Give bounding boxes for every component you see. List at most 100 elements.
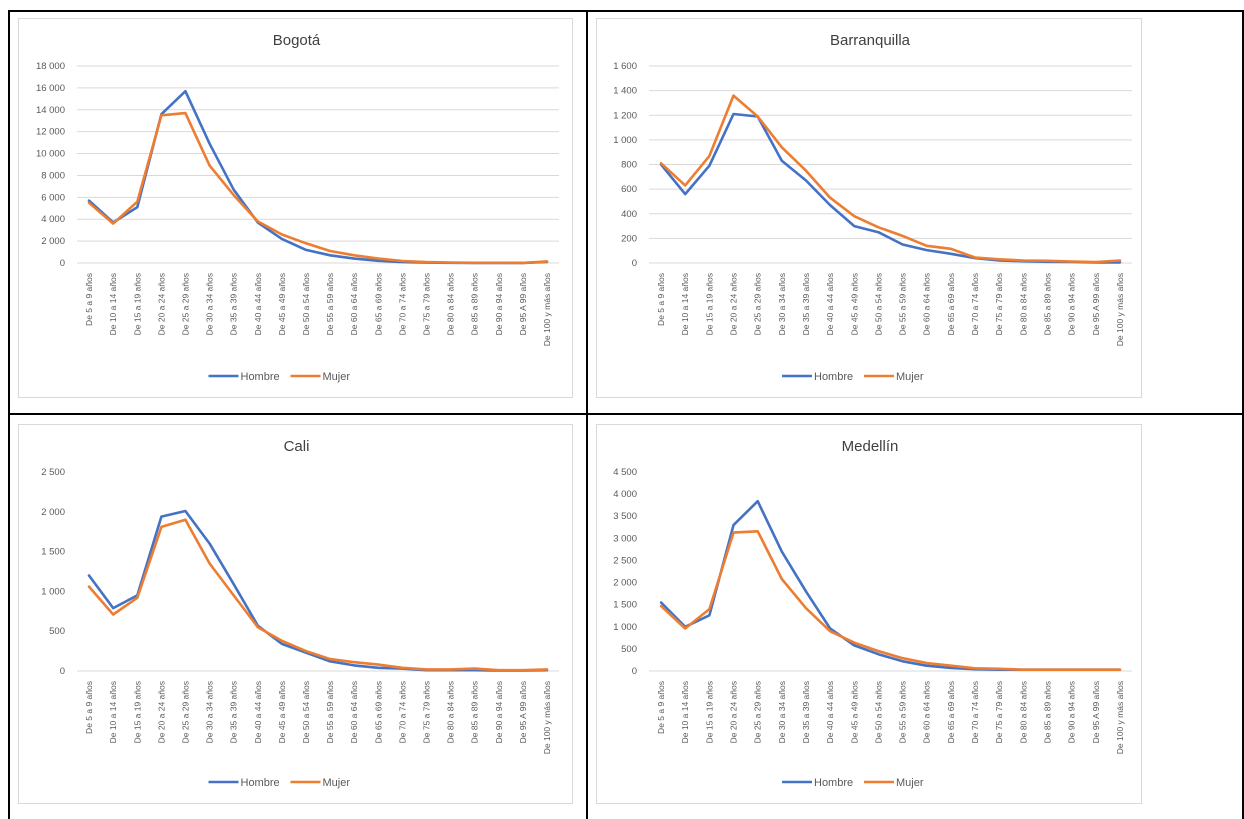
x-tick-label: De 40 a 44 años <box>825 681 835 743</box>
x-tick-label: De 10 a 14 años <box>680 681 690 743</box>
x-tick-label: De 45 a 49 años <box>849 681 859 743</box>
legend-label-hombre: Hombre <box>241 777 280 789</box>
y-tick-label: 500 <box>621 644 637 655</box>
x-tick-label: De 5 a 9 años <box>656 273 666 326</box>
x-tick-label: De 20 a 24 años <box>156 273 166 335</box>
x-tick-label: De 10 a 14 años <box>680 273 690 335</box>
x-tick-label: De 50 a 54 años <box>873 273 883 335</box>
x-tick-label: De 30 a 34 años <box>777 681 787 743</box>
x-tick-label: De 30 a 34 años <box>205 681 215 743</box>
y-tick-label: 2 500 <box>613 555 637 566</box>
y-tick-label: 3 500 <box>613 511 637 522</box>
x-tick-label: De 45 a 49 años <box>277 273 287 335</box>
series-line-hombre <box>87 89 549 265</box>
x-tick-label: De 60 a 64 años <box>349 273 359 335</box>
y-tick-label: 2 000 <box>613 578 637 589</box>
x-tick-label: De 30 a 34 años <box>205 273 215 335</box>
x-tick-label: De 70 a 74 años <box>970 273 980 335</box>
x-tick-label: De 35 a 39 años <box>229 681 239 743</box>
x-tick-label: De 95 A 99 años <box>518 273 528 335</box>
x-tick-label: De 25 a 29 años <box>180 273 190 335</box>
chart-panel-bogota: Bogotá 0 2 000 4 000 6 000 8 000 10 000 12 000 1… <box>18 18 573 398</box>
chart-svg-barranquilla: Barranquilla 0 200 400 600 800 1 000 1 200 1 400… <box>613 32 1132 383</box>
chart-svg-bogota: Bogotá 0 2 000 4 000 6 000 8 000 10 000 12 000 1… <box>36 32 559 383</box>
legend-label-hombre: Hombre <box>814 777 853 789</box>
x-tick-label: De 100 y más años <box>1115 681 1125 754</box>
legend-label-mujer: Mujer <box>323 777 351 789</box>
series-line-mujer <box>87 111 549 265</box>
chart-panel-barranquilla: Barranquilla 0 200 400 600 800 1 000 1 200 1 400… <box>596 18 1142 398</box>
table-border-left <box>8 10 10 819</box>
x-tick-label: De 50 a 54 años <box>873 681 883 743</box>
y-tick-label: 1 400 <box>613 86 637 97</box>
x-tick-label: De 75 a 79 años <box>421 273 431 335</box>
x-tick-label: De 85 a 89 años <box>1042 681 1052 743</box>
x-tick-label: De 65 a 69 años <box>946 273 956 335</box>
x-tick-label: De 100 y más años <box>542 681 552 754</box>
y-tick-label: 800 <box>621 160 637 171</box>
x-tick-label: De 65 a 69 años <box>373 273 383 335</box>
y-tick-label: 1 000 <box>613 622 637 633</box>
y-tick-label: 16 000 <box>36 83 65 94</box>
x-tick-label: De 5 a 9 años <box>656 681 666 734</box>
x-tick-label: De 10 a 14 años <box>108 681 118 743</box>
y-tick-label: 4 000 <box>613 489 637 500</box>
x-tick-label: De 55 a 59 años <box>325 681 335 743</box>
x-tick-label: De 60 a 64 años <box>922 681 932 743</box>
x-tick-label: De 65 a 69 años <box>373 681 383 743</box>
x-tick-label: De 90 a 94 años <box>1067 273 1077 335</box>
y-tick-label: 2 000 <box>41 236 65 247</box>
x-tick-label: De 70 a 74 años <box>397 273 407 335</box>
y-tick-label: 2 500 <box>41 467 65 478</box>
y-tick-label: 6 000 <box>41 192 65 203</box>
x-tick-label: De 50 a 54 años <box>301 681 311 743</box>
x-tick-label: De 10 a 14 años <box>108 273 118 335</box>
x-tick-label: De 75 a 79 años <box>994 273 1004 335</box>
series-line-mujer <box>659 94 1122 264</box>
y-tick-label: 12 000 <box>36 127 65 138</box>
series-line-mujer <box>87 518 549 672</box>
x-tick-label: De 80 a 84 años <box>1018 681 1028 743</box>
x-tick-label: De 70 a 74 años <box>970 681 980 743</box>
x-tick-label: De 40 a 44 años <box>253 681 263 743</box>
x-tick-label: De 40 a 44 años <box>825 273 835 335</box>
x-tick-label: De 25 a 29 años <box>753 273 763 335</box>
y-tick-label: 0 <box>60 258 65 269</box>
y-tick-label: 1 000 <box>41 586 65 597</box>
series-line-hombre <box>659 112 1122 264</box>
y-tick-label: 14 000 <box>36 105 65 116</box>
x-tick-label: De 25 a 29 años <box>753 681 763 743</box>
y-tick-label: 1 500 <box>41 547 65 558</box>
x-tick-label: De 20 a 24 años <box>729 273 739 335</box>
x-tick-label: De 95 A 99 años <box>1091 681 1101 743</box>
legend-label-hombre: Hombre <box>241 371 280 383</box>
x-tick-label: De 55 a 59 años <box>325 273 335 335</box>
x-tick-label: De 75 a 79 años <box>994 681 1004 743</box>
y-tick-label: 200 <box>621 233 637 244</box>
table-border-right <box>1242 10 1244 819</box>
legend-label-hombre: Hombre <box>814 371 853 383</box>
x-tick-label: De 55 a 59 años <box>898 681 908 743</box>
x-tick-label: De 85 a 89 años <box>470 273 480 335</box>
y-tick-label: 4 000 <box>41 214 65 225</box>
chart-svg-cali: Cali 0 500 1 000 1 500 2 000 2 500 De 5 a 9 año… <box>41 438 559 789</box>
x-tick-label: De 95 A 99 años <box>1091 273 1101 335</box>
x-tick-label: De 100 y más años <box>1115 273 1125 346</box>
x-tick-label: De 90 a 94 años <box>1067 681 1077 743</box>
x-tick-label: De 40 a 44 años <box>253 273 263 335</box>
y-tick-label: 1 600 <box>613 61 637 72</box>
x-tick-label: De 50 a 54 años <box>301 273 311 335</box>
x-tick-label: De 5 a 9 años <box>84 273 94 326</box>
x-tick-label: De 35 a 39 años <box>801 273 811 335</box>
y-tick-label: 18 000 <box>36 61 65 72</box>
series-line-hombre <box>87 509 549 672</box>
x-tick-label: De 30 a 34 años <box>777 273 787 335</box>
x-tick-label: De 80 a 84 años <box>446 681 456 743</box>
y-tick-label: 0 <box>632 666 637 677</box>
x-tick-label: De 45 a 49 años <box>849 273 859 335</box>
x-tick-label: De 75 a 79 años <box>421 681 431 743</box>
chart-title: Medellín <box>842 438 899 455</box>
x-tick-label: De 85 a 89 años <box>1042 273 1052 335</box>
x-tick-label: De 100 y más años <box>542 273 552 346</box>
series-line-mujer <box>659 530 1122 671</box>
